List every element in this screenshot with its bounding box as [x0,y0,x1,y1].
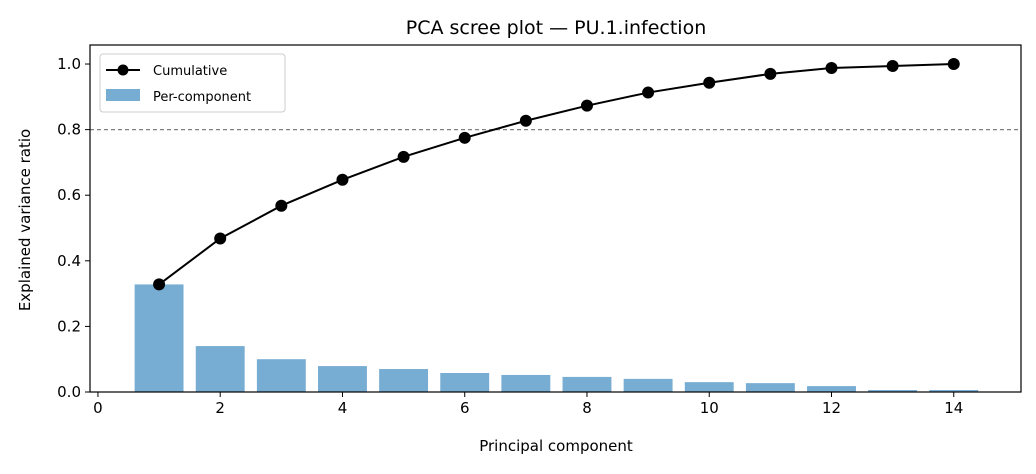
bar [379,369,429,392]
cumulative-point [764,67,777,80]
plot-frame [89,44,1022,393]
legend-label-cumulative: Cumulative [153,64,227,79]
bar [440,372,490,392]
bar [195,346,245,392]
x-axis-label: Principal component [479,437,633,455]
bar [868,390,918,392]
legend: Cumulative Per-component [99,53,286,113]
cumulative-line [158,63,954,286]
y-tick-label: 0.4 [57,252,81,270]
bar [807,386,856,392]
cumulative-point [947,58,960,71]
cumulative-point [886,59,899,72]
x-tick-label: 0 [93,399,103,417]
legend-box [99,53,286,113]
y-tick-label: 1.0 [57,55,81,73]
cumulative-point [703,76,716,89]
x-tick-label: 2 [215,399,225,417]
x-tick-label: 12 [822,399,841,417]
cumulative-point [825,61,838,74]
x-tick-label: 6 [460,399,470,417]
bar [745,383,795,392]
cumulative-point [397,150,410,163]
y-tick-label: 0.0 [57,383,81,401]
chart-title: PCA scree plot — PU.1.infection [406,17,706,39]
bar [562,376,612,392]
cumulative-point [336,173,349,186]
bar [256,359,306,392]
y-tick-label: 0.8 [57,121,81,139]
bar [318,366,367,392]
y-tick-label: 0.2 [57,317,81,335]
bar [623,378,673,392]
bar [684,382,734,392]
cumulative-point [275,199,288,212]
cumulative-point [458,131,471,144]
x-tick-label: 10 [700,399,719,417]
y-tick-label: 0.6 [57,186,81,204]
cumulative-point [642,86,655,99]
bar [929,390,979,392]
cumulative-point [580,99,593,112]
x-tick-label: 14 [944,399,963,417]
legend-marker-swatch [117,64,129,76]
bar [134,284,184,392]
cumulative-point [519,114,532,127]
bar [501,374,551,392]
y-axis-label: Explained variance ratio [16,129,34,311]
cumulative-point [214,232,227,245]
x-tick-label: 8 [582,399,592,417]
x-tick-label: 4 [338,399,348,417]
cumulative-point [153,278,166,291]
legend-bar-swatch [106,89,140,101]
legend-label-per-component: Per-component [153,90,251,105]
